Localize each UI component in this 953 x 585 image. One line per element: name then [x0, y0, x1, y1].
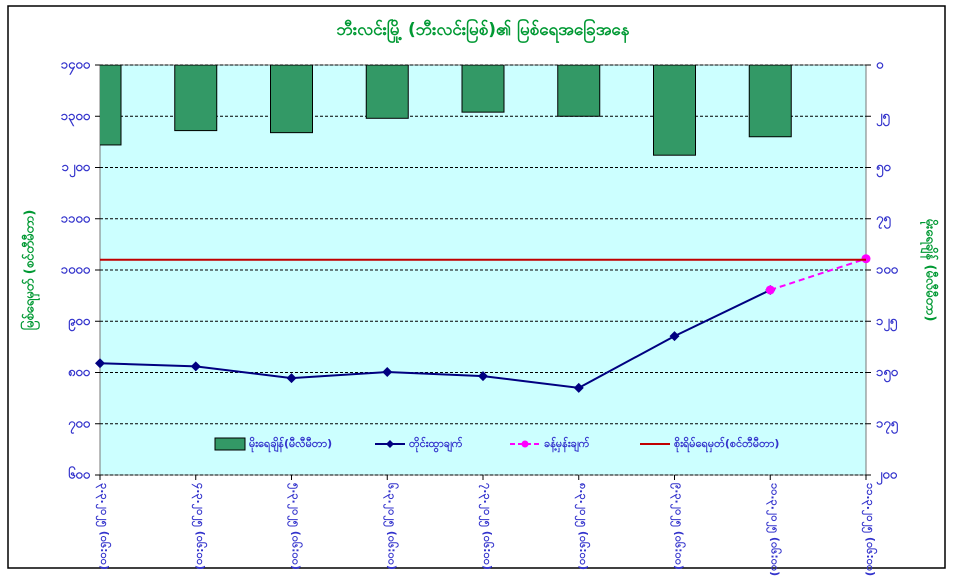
y-tick-label: ၁၄၀၀ [61, 58, 91, 76]
y2-tick-label: ၁၀၀ [876, 263, 899, 278]
point [765, 285, 775, 295]
legend-label: ခန့်မှန်းချက် [544, 436, 590, 453]
y-tick-label: ၁၀၀၀ [61, 263, 91, 278]
bar [461, 65, 505, 113]
y2-axis-label: မိုးရေချိန် (မီလီမီတာ) [920, 219, 940, 322]
y2-tick-label: ၇၅ [876, 211, 891, 229]
x-tick-label: ၆.၃.၂၀၂၅ (၀၆:၀၀) [382, 483, 398, 570]
y-tick-label: ၇၀၀ [68, 416, 91, 434]
bar [557, 65, 601, 117]
legend-label: မိုးရေချိန်(မီလီမီတာ) [249, 436, 332, 453]
x-tick-label: ၁၀.၃.၂၀၂၅ (၀၆:၀၀) [765, 483, 781, 576]
bar [174, 65, 218, 132]
x-tick-label: ၃.၃.၂၀၂၅ (၀၆:၀၀) [95, 483, 111, 570]
bar [100, 65, 122, 146]
y2-tick-label: ၁၇၅ [876, 416, 899, 434]
x-tick-label: ၁၁.၃.၂၀၂၅ (၀၆:၀၀) [861, 483, 877, 576]
y-axis-label: မြစ်ရေမှတ် (စင်တီမီတာ) [20, 210, 41, 331]
y2-tick-label: ၂၅ [876, 109, 890, 127]
x-tick-label: ၄.၃.၂၀၂၅ (၀၆:၀၀) [191, 483, 207, 570]
x-tick-label: ၈.၃.၂၀၂၅ (၀၆:၀၀) [574, 483, 590, 570]
point [286, 373, 297, 384]
legend-label: တိုင်းထွာချက် [409, 436, 463, 453]
x-tick-label: ၅.၃.၂၀၂၅ (၀၆:၀၀) [287, 483, 303, 570]
point [861, 254, 871, 264]
bar [270, 65, 313, 134]
y2-tick-label: ၁၅၀ [876, 365, 899, 383]
y2-tick-label: ၁၂၅ [876, 314, 898, 332]
y2-tick-label: ၅၀ [876, 160, 891, 178]
bar [365, 65, 409, 119]
y-tick-label: ၁၃၀၀ [61, 109, 91, 127]
point [382, 366, 393, 377]
legend-label: စိုးရိမ်ရေမှတ်(စင်တီမီတာ) [674, 436, 779, 453]
y-tick-label: ၉၀၀ [68, 314, 91, 332]
point [573, 382, 584, 393]
y-tick-label: ၆၀၀ [68, 466, 91, 483]
bar [653, 65, 696, 156]
y-tick-label: ၁၂၀၀ [62, 160, 91, 178]
y2-tick-label: ၂၀၀ [876, 468, 898, 486]
legend-marker [386, 440, 394, 448]
x-tick-label: ၇.၃.၂၀၂၅ (၀၆:၀၀) [478, 483, 494, 570]
point [95, 358, 105, 369]
y-tick-label: ၈၀၀ [68, 365, 91, 380]
legend-marker [521, 440, 529, 448]
point [478, 371, 488, 382]
point [669, 331, 680, 342]
chart-title: ဘီးလင်းမြို့ (ဘီးလင်းမြစ်)၏ မြစ်ရေအခြေအန… [336, 17, 630, 44]
line [769, 257, 867, 291]
y-tick-label: ၁၁၀၀ [61, 211, 91, 226]
x-tick-label: ၉.၃.၂၀၂၅ (၀၆:၀၀) [670, 483, 686, 570]
legend-swatch [214, 437, 246, 451]
point [190, 361, 201, 372]
line [99, 289, 771, 389]
bar [748, 65, 792, 138]
y2-tick-label: ၀ [876, 58, 884, 73]
